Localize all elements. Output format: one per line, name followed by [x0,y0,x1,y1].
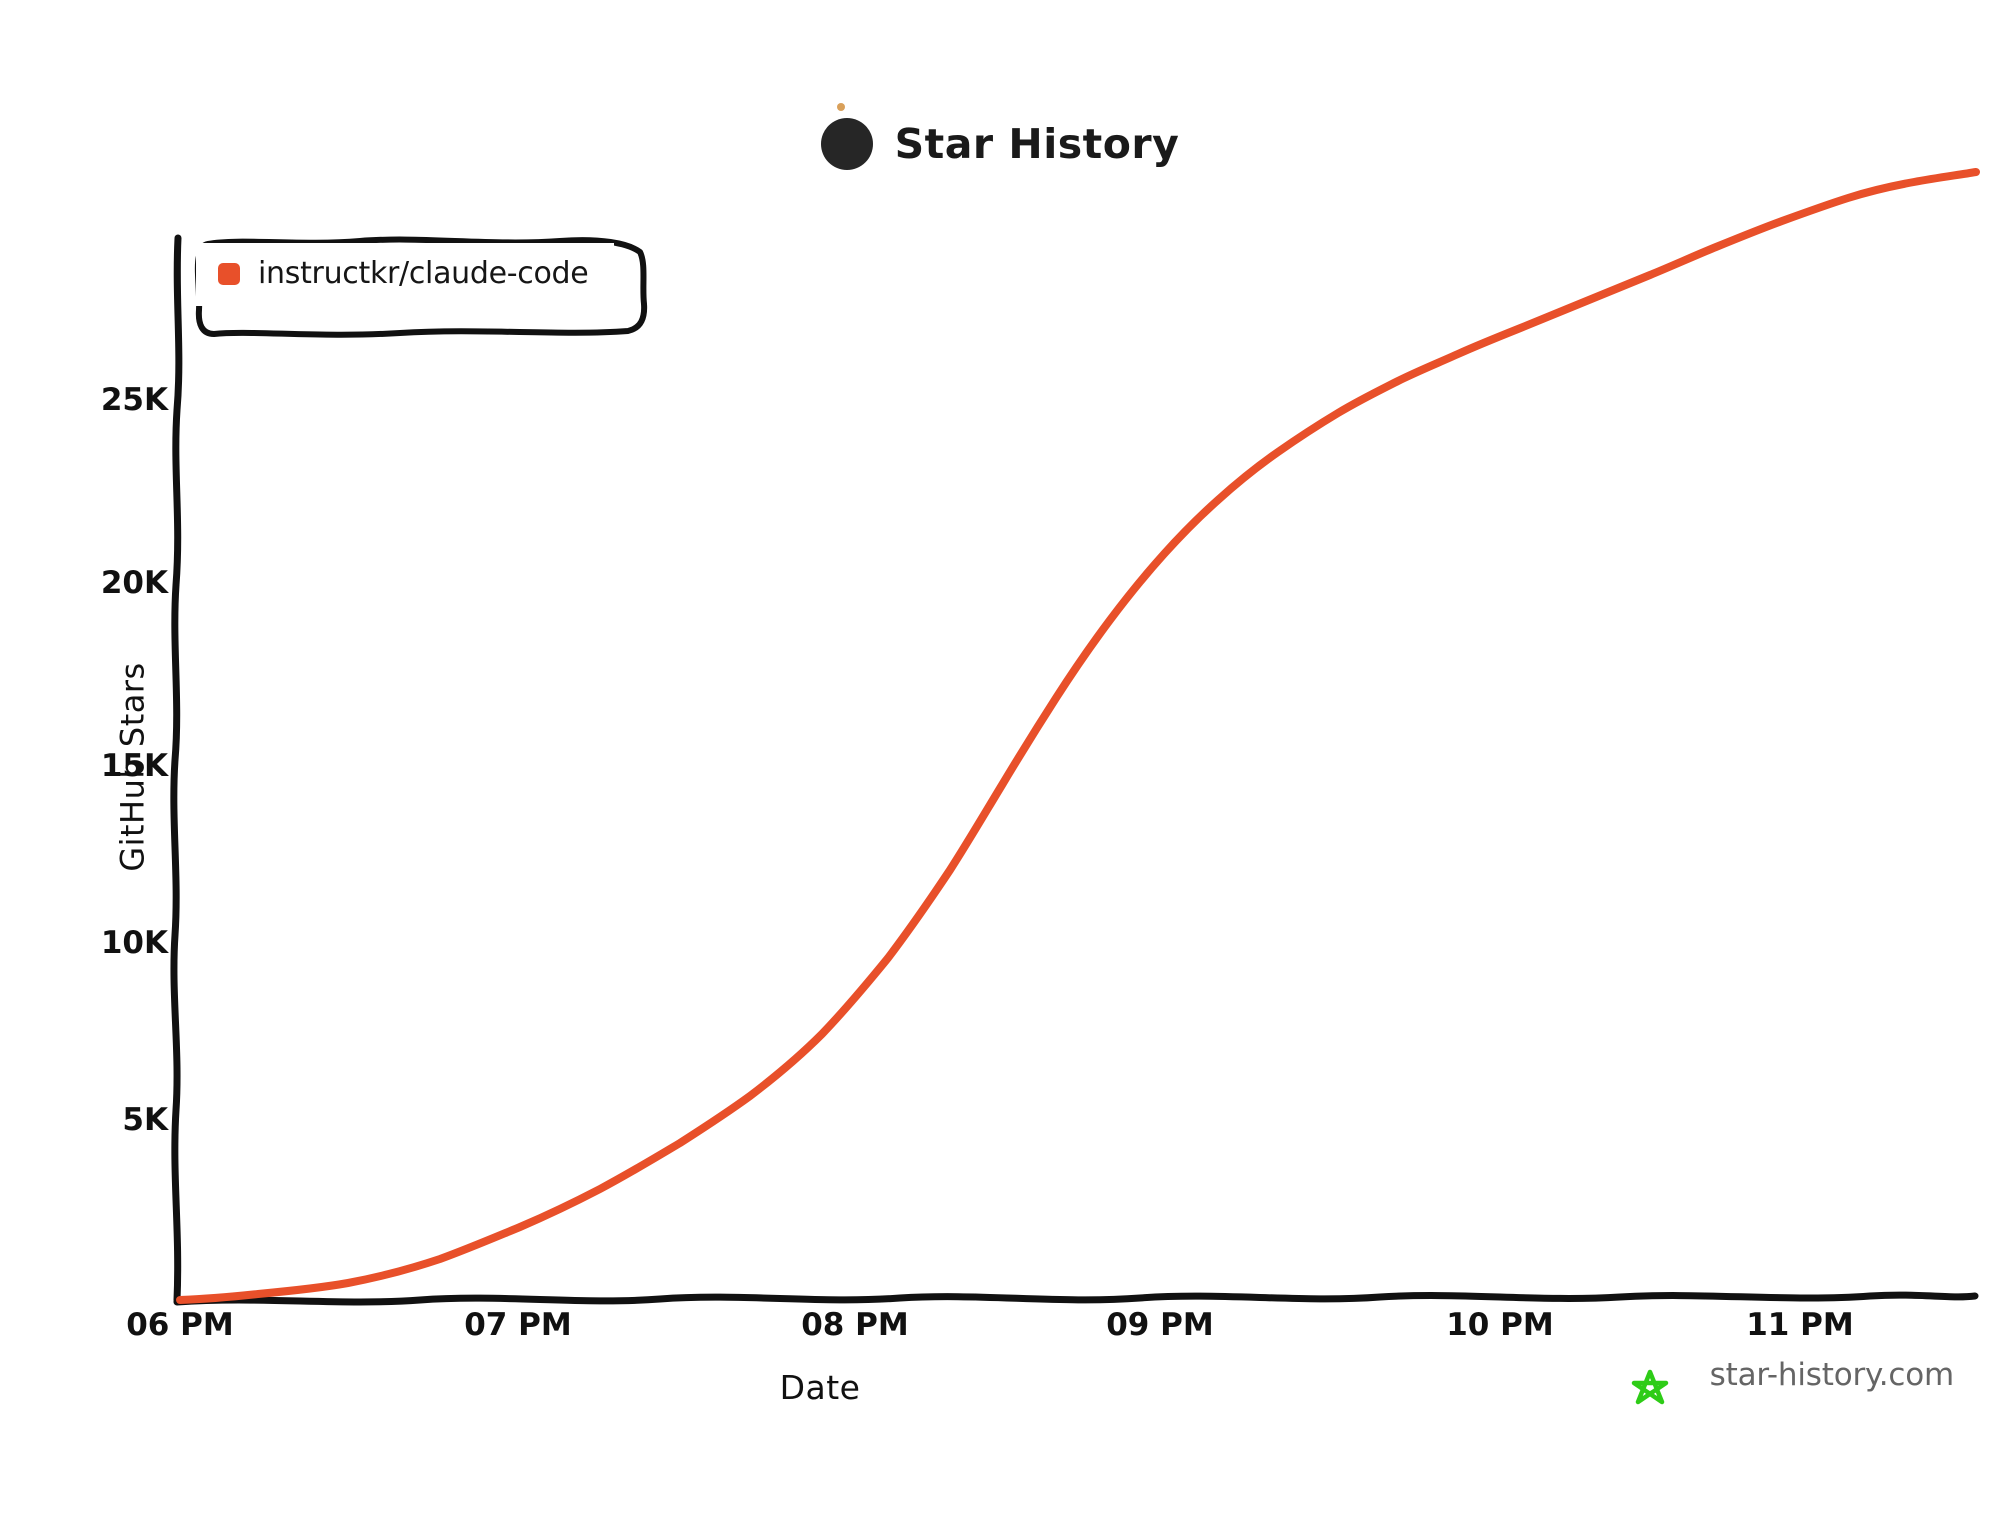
watermark[interactable]: star-history.com [1654,1355,1955,1395]
page-title: Star History [894,120,1180,168]
y-tick-10k: 10K [100,925,168,961]
y-tick-15k: 15K [100,748,168,784]
watermark-text: star-history.com [1709,1357,1955,1393]
y-tick-25k: 25K [100,382,168,418]
x-axis-line [173,1291,1979,1306]
star-icon [1631,1369,1669,1405]
x-axis-title: Date [779,1368,861,1407]
y-axis-ticks: 25K 20K 15K 10K 5K [0,0,168,1533]
y-tick-20k: 20K [100,565,168,601]
x-tick-07pm: 07 PM [464,1307,572,1343]
chart-title-block: Star History [0,118,2000,170]
title-badge [820,118,873,170]
series-line-instructkr-claude-code [176,168,1980,1304]
watermark-star-slot [1654,1355,1694,1395]
y-axis-line [170,234,183,1304]
x-tick-09pm: 09 PM [1106,1307,1214,1343]
legend-label-0: instructkr/claude-code [258,256,589,291]
y-axis-title: GitHub Stars [113,661,152,872]
legend-swatch-0 [218,262,240,285]
y-tick-5k: 5K [122,1102,168,1138]
x-tick-11pm: 11 PM [1746,1307,1854,1343]
chart-legend[interactable]: instructkr/claude-code [196,243,615,306]
x-tick-06pm: 06 PM [126,1307,234,1343]
x-tick-08pm: 08 PM [801,1307,909,1343]
x-tick-10pm: 10 PM [1446,1307,1554,1343]
